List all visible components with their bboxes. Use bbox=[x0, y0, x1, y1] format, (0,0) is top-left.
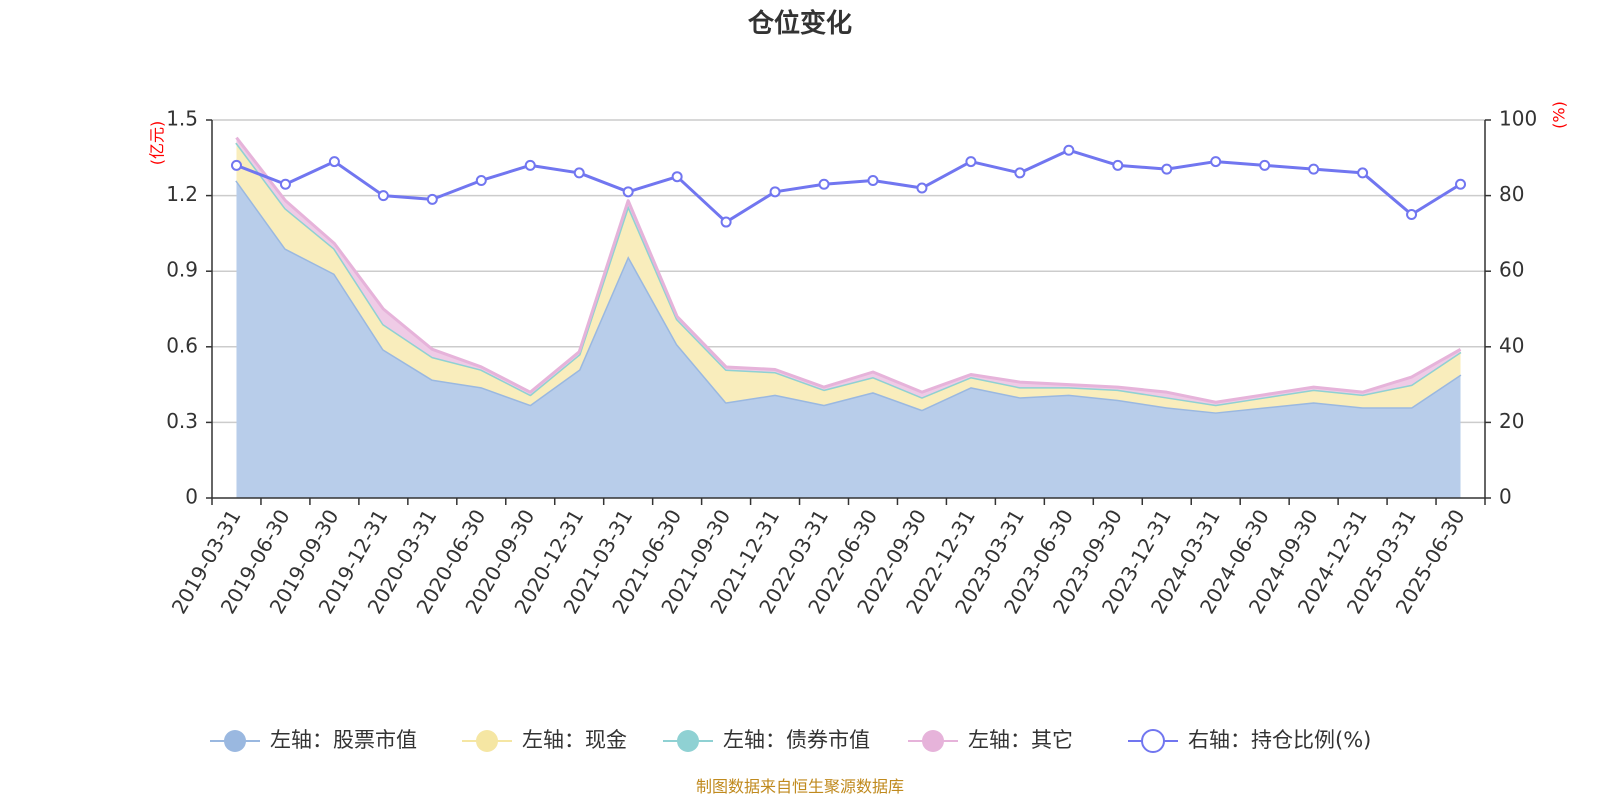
legend-label: 左轴：债券市值 bbox=[723, 728, 870, 752]
ratio-point bbox=[230, 159, 242, 171]
area-0 bbox=[236, 180, 1461, 499]
ratio-point bbox=[475, 174, 487, 186]
stacked-areas bbox=[235, 136, 1462, 499]
left-axis-unit: (亿元) bbox=[148, 121, 167, 166]
ratio-point bbox=[524, 159, 536, 171]
ratio-point bbox=[1112, 159, 1124, 171]
legend-label: 右轴：持仓比例(%) bbox=[1188, 728, 1371, 752]
ratio-point bbox=[426, 193, 438, 205]
chart-title: 仓位变化 bbox=[747, 8, 852, 39]
legend-marker bbox=[922, 730, 944, 752]
right-tick-label: 100 bbox=[1499, 107, 1537, 131]
area-edge-2 bbox=[235, 141, 1462, 407]
ratio-point bbox=[377, 190, 389, 202]
ratio-point bbox=[573, 167, 585, 179]
legend: 左轴：股票市值 左轴：现金 左轴：债券市值 左轴：其它 右轴：持仓比例(%) bbox=[210, 728, 1371, 753]
ratio-point bbox=[916, 182, 928, 194]
right-tick-label: 20 bbox=[1499, 409, 1524, 433]
ratio-line-series bbox=[230, 144, 1467, 228]
right-axis-unit: (%) bbox=[1550, 101, 1569, 129]
ratio-point bbox=[769, 186, 781, 198]
ratio-point bbox=[1259, 159, 1271, 171]
legend-marker bbox=[476, 730, 498, 752]
ratio-point bbox=[1308, 163, 1320, 175]
source-note: 制图数据来自恒生聚源数据库 bbox=[696, 777, 904, 796]
left-tick-label: 1.2 bbox=[166, 182, 198, 206]
ratio-point bbox=[1014, 167, 1026, 179]
ratio-point bbox=[867, 174, 879, 186]
right-tick-label: 0 bbox=[1499, 485, 1512, 509]
legend-label: 左轴：股票市值 bbox=[270, 728, 417, 752]
legend-label: 左轴：其它 bbox=[968, 728, 1073, 752]
ratio-point bbox=[1210, 156, 1222, 168]
ratio-point bbox=[1357, 167, 1369, 179]
ratio-point bbox=[622, 186, 634, 198]
ratio-point bbox=[671, 171, 683, 183]
left-tick-label: 1.5 bbox=[166, 107, 198, 131]
ratio-point bbox=[818, 178, 830, 190]
ratio-line bbox=[235, 148, 1462, 224]
legend-marker bbox=[677, 730, 699, 752]
right-tick-label: 80 bbox=[1499, 182, 1524, 206]
legend-label: 左轴：现金 bbox=[522, 728, 627, 752]
ratio-point bbox=[965, 156, 977, 168]
left-tick-label: 0 bbox=[185, 485, 198, 509]
legend-marker bbox=[224, 730, 246, 752]
ratio-point bbox=[1161, 163, 1173, 175]
ratio-point bbox=[720, 216, 732, 228]
right-tick-label: 40 bbox=[1499, 333, 1524, 357]
ratio-point bbox=[1063, 144, 1075, 156]
ratio-point bbox=[1406, 209, 1418, 220]
legend-marker bbox=[1141, 729, 1165, 753]
left-tick-label: 0.9 bbox=[166, 258, 198, 282]
left-tick-label: 0.6 bbox=[166, 333, 198, 357]
left-tick-label: 0.3 bbox=[166, 409, 198, 433]
area-edge-3 bbox=[235, 136, 1462, 404]
right-tick-label: 60 bbox=[1499, 258, 1524, 282]
ratio-point bbox=[1455, 178, 1467, 190]
ratio-point bbox=[328, 156, 340, 168]
ratio-point bbox=[279, 178, 291, 190]
